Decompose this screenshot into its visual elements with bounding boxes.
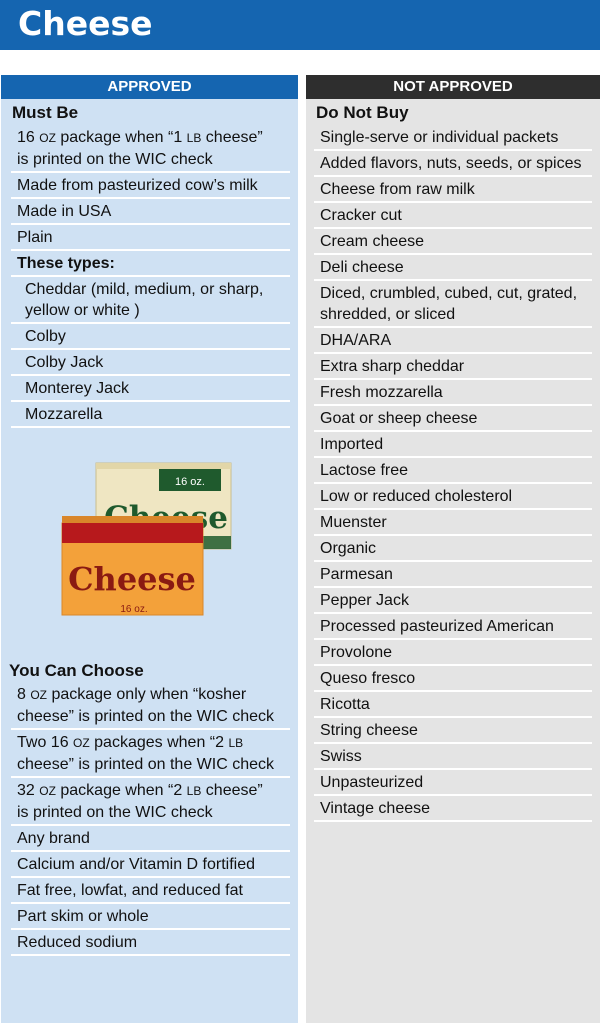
type-item: Cheddar (mild, medium, or sharp, yellow … [11,277,290,324]
item-text: is printed on the WIC check [17,151,213,168]
choose-item: Calcium and/or Vitamin D fortified [11,852,290,878]
item-text: package when “2 [55,782,187,799]
item-text: package only when “kosher [47,686,247,703]
item-text: Two 16 [17,734,74,751]
not-approved-item: DHA/ARA [314,328,592,354]
unit-lb: LB [228,736,244,750]
not-approved-item: Parmesan [314,562,592,588]
not-approved-item: Cracker cut [314,203,592,229]
unit-lb: LB [186,784,202,798]
not-approved-item: Organic [314,536,592,562]
must-be-item: Made in USA [11,199,290,225]
type-item: Colby [11,324,290,350]
not-approved-item: Cheese from raw milk [314,177,592,203]
cheese-illustration: 16 oz. Cheese Cheese 16 oz. [1,428,298,658]
do-not-buy-list: Single-serve or individual packets Added… [306,125,600,822]
not-approved-item: Goat or sheep cheese [314,406,592,432]
cheese-block-front: Cheese 16 oz. [61,516,204,616]
not-approved-item: Unpasteurized [314,770,592,796]
not-approved-item: Low or reduced cholesterol [314,484,592,510]
not-approved-item: Lactose free [314,458,592,484]
not-approved-item: Extra sharp cheddar [314,354,592,380]
choose-list: 8 OZ package only when “kosher cheese” is… [1,682,298,956]
choose-item: Fat free, lowfat, and reduced fat [11,878,290,904]
unit-oz: OZ [30,688,48,702]
choose-item: Part skim or whole [11,904,290,930]
item-text: package when “1 [55,129,187,146]
type-item: Colby Jack [11,350,290,376]
choose-item: Any brand [11,826,290,852]
must-be-heading: Must Be [12,103,79,122]
item-text: cheese” is printed on the WIC check [17,756,275,773]
not-approved-item: Provolone [314,640,592,666]
must-be-list: 16 OZ package when “1 LB cheese” is print… [1,125,298,251]
must-be-item: Made from pasteurized cow’s milk [11,173,290,199]
not-approved-item: Muenster [314,510,592,536]
not-approved-item: Imported [314,432,592,458]
choose-item: Two 16 OZ packages when “2 LB cheese” is … [11,730,290,778]
not-approved-item: Single-serve or individual packets [314,125,592,151]
front-block-label: 16 oz. [120,604,147,615]
back-block-label: 16 oz. [175,476,205,488]
item-text: cheese” is printed on the WIC check [17,708,275,725]
approved-column: APPROVED Must Be 16 OZ package when “1 L… [1,75,298,1023]
item-text: cheese” [201,129,263,146]
choose-item: 8 OZ package only when “kosher cheese” is… [11,682,290,730]
unit-oz: OZ [39,131,56,145]
approved-header: APPROVED [1,75,298,99]
not-approved-item: Added flavors, nuts, seeds, or spices [314,151,592,177]
not-approved-item: Cream cheese [314,229,592,255]
types-list: Cheddar (mild, medium, or sharp, yellow … [1,277,298,428]
do-not-buy-heading: Do Not Buy [316,103,409,122]
page-title: Cheese [18,4,153,43]
not-approved-item: Pepper Jack [314,588,592,614]
not-approved-item: Vintage cheese [314,796,592,822]
choose-item: 32 OZ package when “2 LB cheese” is print… [11,778,290,826]
not-approved-item: Diced, crumbled, cubed, cut, grated, shr… [314,281,592,328]
item-text: packages when “2 [89,734,229,751]
item-text: 8 [17,686,31,703]
you-can-choose-heading: You Can Choose [9,661,144,680]
types-heading: These types: [11,251,290,277]
unit-oz: OZ [39,784,56,798]
not-approved-item: Swiss [314,744,592,770]
front-block-word: Cheese [68,560,196,598]
unit-oz: OZ [73,736,90,750]
item-text: cheese” [201,782,263,799]
must-be-item: Plain [11,225,290,251]
type-item: Monterey Jack [11,376,290,402]
choose-item: Reduced sodium [11,930,290,956]
not-approved-item: Queso fresco [314,666,592,692]
unit-lb: LB [186,131,202,145]
not-approved-item: String cheese [314,718,592,744]
not-approved-item: Ricotta [314,692,592,718]
not-approved-item: Processed pasteurized American [314,614,592,640]
item-text: is printed on the WIC check [17,804,213,821]
item-text: 16 [17,129,40,146]
must-be-item: 16 OZ package when “1 LB cheese” is print… [11,125,290,173]
not-approved-column: NOT APPROVED Do Not Buy Single-serve or … [306,75,600,1023]
not-approved-header: NOT APPROVED [306,75,600,99]
type-item: Mozzarella [11,402,290,428]
cheese-blocks-image: 16 oz. Cheese Cheese 16 oz. [61,462,232,616]
not-approved-item: Deli cheese [314,255,592,281]
page-title-bar: Cheese [0,0,600,50]
item-text: 32 [17,782,40,799]
not-approved-item: Fresh mozzarella [314,380,592,406]
